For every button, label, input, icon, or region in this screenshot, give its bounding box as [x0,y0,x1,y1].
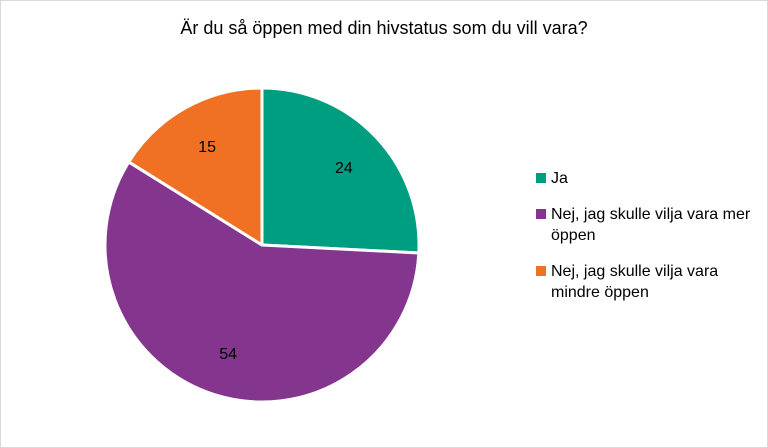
legend-swatch [536,173,546,183]
legend-item-ja: Ja [536,168,756,189]
legend-label: Nej, jag skulle vilja vara mindre öppen [551,263,719,301]
pie-slice-mer-oppen [103,160,421,404]
data-label-mer-oppen: 54 [219,346,237,363]
data-label-mindre-oppen: 15 [198,139,216,156]
legend-swatch [536,209,546,219]
pie-slice-mindre-oppen [127,86,264,247]
legend-label: Ja [551,170,568,187]
legend-swatch [536,266,546,276]
pie-slice-ja [260,86,421,255]
legend-item-mindre-oppen: Nej, jag skulle vilja vara mindre öppen [536,261,756,303]
legend-item-mer-oppen: Nej, jag skulle vilja vara mer öppen [536,204,756,246]
chart-title: Är du så öppen med din hivstatus som du … [180,18,588,38]
legend: Ja Nej, jag skulle vilja vara mer öppen … [536,168,756,318]
legend-label: Nej, jag skulle vilja vara mer öppen [551,206,751,244]
data-label-ja: 24 [335,160,353,177]
